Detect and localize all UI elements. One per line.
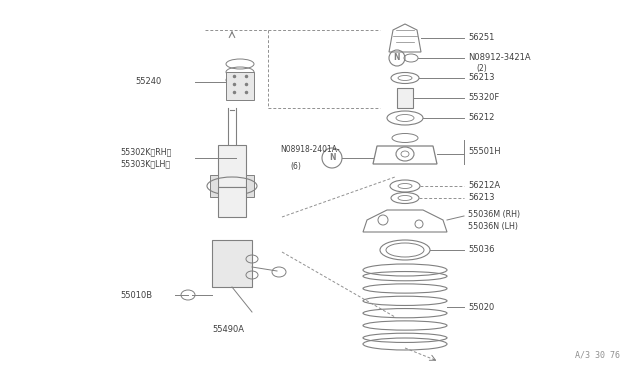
Text: N08912-3421A: N08912-3421A [468,54,531,62]
Text: N: N [394,54,400,62]
Text: N08918-2401A-: N08918-2401A- [280,145,340,154]
Text: N: N [329,154,335,163]
Text: 55036M (RH): 55036M (RH) [468,209,520,218]
Text: 55010B: 55010B [120,291,152,299]
Text: 56251: 56251 [468,33,494,42]
Text: 56213: 56213 [468,74,495,83]
Bar [212,240,252,287]
Bar [218,145,246,187]
Text: 55320F: 55320F [468,93,499,103]
FancyBboxPatch shape [246,175,254,197]
Text: 55036: 55036 [468,246,495,254]
Text: (2): (2) [476,64,487,73]
Text: 56212: 56212 [468,113,494,122]
Text: A/3 30 76: A/3 30 76 [575,351,620,360]
Text: (6): (6) [290,161,301,170]
Text: 56213: 56213 [468,193,495,202]
Text: 55490A: 55490A [212,326,244,334]
Text: 55020: 55020 [468,302,494,311]
Text: 55302K〈RH〉: 55302K〈RH〉 [120,148,172,157]
Bar [226,72,254,100]
Text: 55036N (LH): 55036N (LH) [468,221,518,231]
Text: 55303K〈LH〉: 55303K〈LH〉 [120,160,170,169]
Bar [397,88,413,108]
Text: 55501H: 55501H [468,148,500,157]
Text: 55240: 55240 [135,77,161,87]
Bar [218,187,246,217]
FancyBboxPatch shape [210,175,218,197]
Text: 56212A: 56212A [468,182,500,190]
